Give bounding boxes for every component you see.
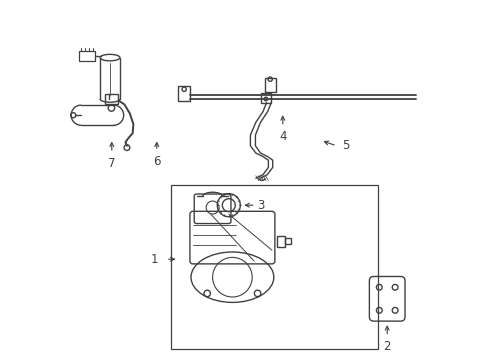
Bar — [104, 94, 118, 104]
Bar — [171, 185, 378, 349]
Bar — [285, 238, 291, 244]
Text: 7: 7 — [108, 157, 116, 170]
Text: 4: 4 — [279, 130, 287, 143]
Text: 3: 3 — [258, 199, 265, 212]
Bar — [261, 93, 271, 103]
Text: 1: 1 — [151, 253, 159, 266]
Text: 5: 5 — [342, 139, 349, 152]
Text: 2: 2 — [384, 340, 391, 353]
Bar — [79, 51, 95, 61]
Bar — [265, 78, 275, 92]
Text: 6: 6 — [153, 155, 161, 168]
Bar — [178, 86, 190, 101]
Bar — [277, 236, 285, 247]
